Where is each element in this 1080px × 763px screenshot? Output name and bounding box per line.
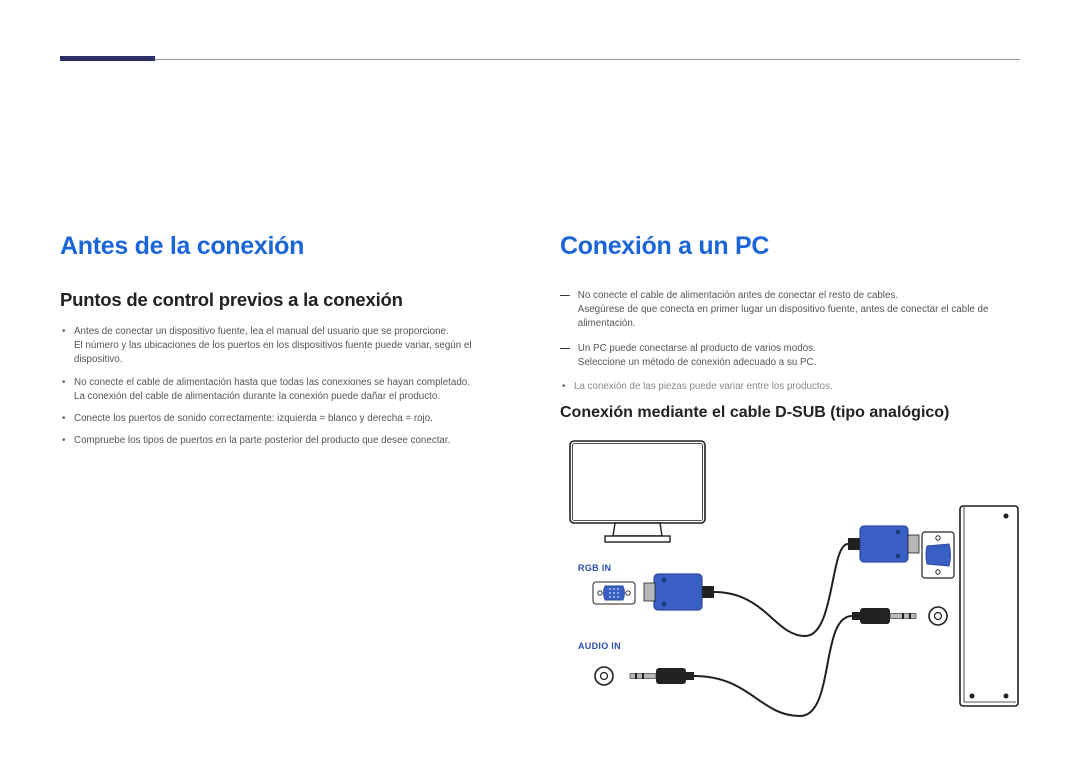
monitor-audio-jack-icon <box>595 667 613 685</box>
bullet-text: La conexión de las piezas puede variar e… <box>574 381 833 392</box>
list-item: Conecte los puertos de sonido correctame… <box>60 412 520 426</box>
connection-diagram: RGB IN AUDIO IN <box>560 436 1020 741</box>
bullet-text: Conecte los puertos de sonido correctame… <box>74 413 433 424</box>
left-subtitle: Puntos de control previos a la conexión <box>60 289 520 311</box>
diagram-svg: RGB IN AUDIO IN <box>560 436 1040 736</box>
document-page: Antes de la conexión Puntos de control p… <box>0 0 1080 763</box>
note-line2: Seleccione un método de conexión adecuad… <box>578 357 817 368</box>
audio-cable-path <box>694 616 852 716</box>
header-accent-bar <box>60 56 155 61</box>
rgb-in-label: RGB IN <box>578 563 611 573</box>
right-subheading: Conexión mediante el cable D-SUB (tipo a… <box>560 404 1020 422</box>
note-body: No conecte el cable de alimentación ante… <box>578 289 1020 332</box>
pc-tower-icon <box>960 506 1018 706</box>
list-item: Compruebe los tipos de puertos en la par… <box>60 434 520 448</box>
header-rule <box>60 59 1020 60</box>
two-column-layout: Antes de la conexión Puntos de control p… <box>60 232 1020 741</box>
audio-plug-right-icon <box>852 608 916 624</box>
list-item: No conecte el cable de alimentación hast… <box>60 376 520 404</box>
right-title: Conexión a un PC <box>560 232 1020 261</box>
bullet-text-line2: El número y las ubicaciones de los puert… <box>74 339 520 367</box>
left-bullet-list: Antes de conectar un dispositivo fuente,… <box>60 325 520 448</box>
audio-in-label: AUDIO IN <box>578 641 621 651</box>
vga-connector-left-icon <box>644 574 714 610</box>
monitor-vga-port-icon <box>593 582 635 604</box>
bullet-text: Compruebe los tipos de puertos en la par… <box>74 435 450 446</box>
list-item: La conexión de las piezas puede variar e… <box>560 380 1020 394</box>
left-column: Antes de la conexión Puntos de control p… <box>60 232 520 741</box>
note-line1: No conecte el cable de alimentación ante… <box>578 290 898 301</box>
list-item: Antes de conectar un dispositivo fuente,… <box>60 325 520 368</box>
note-row: ― No conecte el cable de alimentación an… <box>560 289 1020 332</box>
vga-cable-path <box>714 544 848 636</box>
bullet-text: No conecte el cable de alimentación hast… <box>74 377 470 388</box>
pc-vga-port-icon <box>922 532 954 578</box>
note-row: ― Un PC puede conectarse al producto de … <box>560 342 1020 370</box>
right-column: Conexión a un PC ― No conecte el cable d… <box>560 232 1020 741</box>
note-line2: Asegúrese de que conecta en primer lugar… <box>578 304 989 329</box>
grey-bullet-list: La conexión de las piezas puede variar e… <box>560 380 1020 394</box>
pc-audio-jack-icon <box>929 607 947 625</box>
note-tag: ― <box>560 289 570 332</box>
audio-plug-left-icon <box>630 668 694 684</box>
monitor-icon <box>570 441 705 542</box>
vga-connector-right-icon <box>848 526 919 562</box>
left-title: Antes de la conexión <box>60 232 520 261</box>
note-body: Un PC puede conectarse al producto de va… <box>578 342 1020 370</box>
note-line1: Un PC puede conectarse al producto de va… <box>578 343 816 354</box>
bullet-text-line2: La conexión del cable de alimentación du… <box>74 390 520 404</box>
note-tag: ― <box>560 342 570 370</box>
bullet-text: Antes de conectar un dispositivo fuente,… <box>74 326 449 337</box>
